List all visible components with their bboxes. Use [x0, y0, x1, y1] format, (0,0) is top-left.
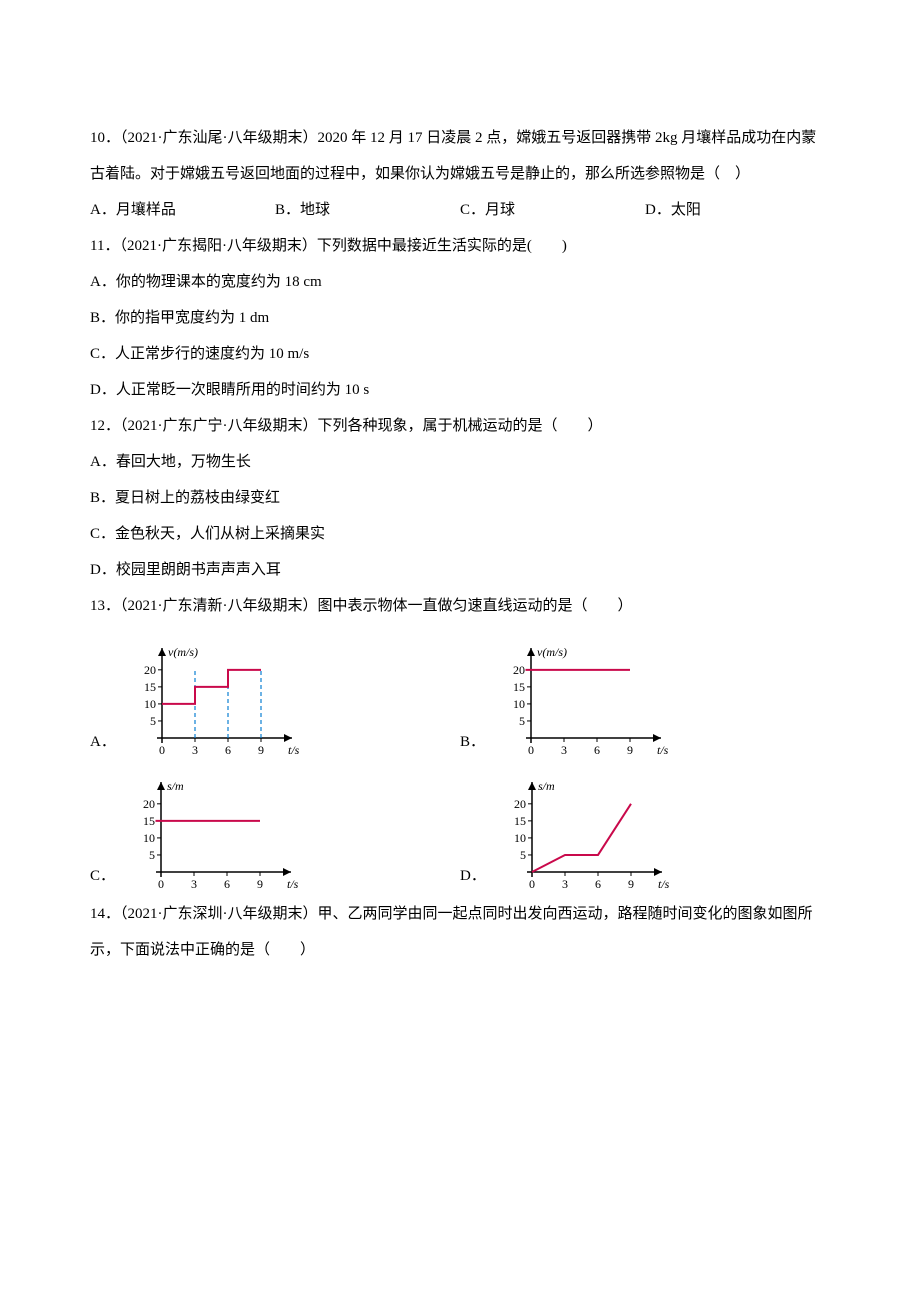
- q11-stem: 11．（2021·广东揭阳·八年级期末）下列数据中最接近生活实际的是( ): [90, 228, 830, 264]
- svg-text:0: 0: [159, 743, 165, 757]
- q13-chart-b: B． 0 3 6 9 5 10 15 20 t/s v(m/s): [460, 628, 830, 758]
- q11-opt-a: A．你的物理课本的宽度约为 18 cm: [90, 264, 830, 300]
- svg-text:20: 20: [143, 797, 155, 811]
- svg-text:9: 9: [258, 743, 264, 757]
- q12-opt-a: A．春回大地，万物生长: [90, 444, 830, 480]
- svg-text:s/m: s/m: [167, 779, 184, 793]
- q13-letter-c: C．: [90, 869, 115, 884]
- svg-text:5: 5: [150, 714, 156, 728]
- svg-text:15: 15: [514, 814, 526, 828]
- svg-text:3: 3: [561, 743, 567, 757]
- q12-opt-d: D．校园里朗朗书声声声入耳: [90, 552, 830, 588]
- svg-text:0: 0: [528, 743, 534, 757]
- svg-text:10: 10: [513, 697, 525, 711]
- q13-charts-row2: C． 0 3 6 9 5 10 15 20 t/s s/m D． 0 3 6 9 5 10 15 20 t/s s/…: [90, 762, 830, 892]
- q10-opt-d: D．太阳: [645, 192, 830, 228]
- q13-chart-a: A． 0 3 6 9 5 10 15 20 t/s v(m/s): [90, 628, 460, 758]
- svg-text:t/s: t/s: [658, 877, 670, 891]
- svg-text:3: 3: [192, 743, 198, 757]
- q12-opt-b: B．夏日树上的荔枝由绿变红: [90, 480, 830, 516]
- q11-opt-b: B．你的指甲宽度约为 1 dm: [90, 300, 830, 336]
- q13-charts-row1: A． 0 3 6 9 5 10 15 20 t/s v(m/s) B． 0 3 6 9 5 10 15 20 t/…: [90, 628, 830, 758]
- q13-letter-d: D．: [460, 869, 486, 884]
- svg-text:6: 6: [595, 877, 601, 891]
- svg-text:v(m/s): v(m/s): [537, 645, 567, 659]
- svg-text:6: 6: [224, 877, 230, 891]
- svg-text:3: 3: [562, 877, 568, 891]
- q14-stem: 14．（2021·广东深圳·八年级期末）甲、乙两同学由同一起点同时出发向西运动，…: [90, 896, 830, 968]
- svg-text:20: 20: [514, 797, 526, 811]
- svg-text:9: 9: [257, 877, 263, 891]
- chart-d-svg: 0 3 6 9 5 10 15 20 t/s s/m: [494, 762, 694, 892]
- svg-text:5: 5: [519, 714, 525, 728]
- q13-chart-d: D． 0 3 6 9 5 10 15 20 t/s s/m: [460, 762, 830, 892]
- chart-c-svg: 0 3 6 9 5 10 15 20 t/s s/m: [123, 762, 323, 892]
- svg-text:9: 9: [628, 877, 634, 891]
- svg-text:0: 0: [158, 877, 164, 891]
- q12-opt-c: C．金色秋天，人们从树上采摘果实: [90, 516, 830, 552]
- chart-b-svg: 0 3 6 9 5 10 15 20 t/s v(m/s): [493, 628, 693, 758]
- svg-text:5: 5: [149, 848, 155, 862]
- q11-opt-c: C．人正常步行的速度约为 10 m/s: [90, 336, 830, 372]
- document-page: 10．（2021·广东汕尾·八年级期末）2020 年 12 月 17 日凌晨 2…: [0, 0, 920, 1302]
- svg-text:0: 0: [529, 877, 535, 891]
- svg-text:3: 3: [191, 877, 197, 891]
- q10-options: A．月壤样品 B．地球 C．月球 D．太阳: [90, 192, 830, 228]
- svg-text:6: 6: [594, 743, 600, 757]
- svg-text:6: 6: [225, 743, 231, 757]
- q13-letter-a: A．: [90, 735, 116, 750]
- svg-text:10: 10: [514, 831, 526, 845]
- q10-opt-b: B．地球: [275, 192, 460, 228]
- svg-text:10: 10: [143, 831, 155, 845]
- q10-opt-a: A．月壤样品: [90, 192, 275, 228]
- svg-text:20: 20: [144, 663, 156, 677]
- svg-text:v(m/s): v(m/s): [168, 645, 198, 659]
- svg-text:t/s: t/s: [288, 743, 300, 757]
- svg-text:15: 15: [144, 680, 156, 694]
- svg-text:s/m: s/m: [538, 779, 555, 793]
- chart-a-svg: 0 3 6 9 5 10 15 20 t/s v(m/s): [124, 628, 324, 758]
- svg-text:10: 10: [144, 697, 156, 711]
- svg-text:5: 5: [520, 848, 526, 862]
- q12-stem: 12．（2021·广东广宁·八年级期末）下列各种现象，属于机械运动的是（ ）: [90, 408, 830, 444]
- q10-stem: 10．（2021·广东汕尾·八年级期末）2020 年 12 月 17 日凌晨 2…: [90, 120, 830, 192]
- q13-stem: 13．（2021·广东清新·八年级期末）图中表示物体一直做匀速直线运动的是（ ）: [90, 588, 830, 624]
- q11-opt-d: D．人正常眨一次眼睛所用的时间约为 10 s: [90, 372, 830, 408]
- svg-text:15: 15: [143, 814, 155, 828]
- q10-opt-c: C．月球: [460, 192, 645, 228]
- svg-text:15: 15: [513, 680, 525, 694]
- svg-text:t/s: t/s: [287, 877, 299, 891]
- q13-letter-b: B．: [460, 735, 485, 750]
- svg-text:9: 9: [627, 743, 633, 757]
- svg-text:20: 20: [513, 663, 525, 677]
- q13-chart-c: C． 0 3 6 9 5 10 15 20 t/s s/m: [90, 762, 460, 892]
- svg-text:t/s: t/s: [657, 743, 669, 757]
